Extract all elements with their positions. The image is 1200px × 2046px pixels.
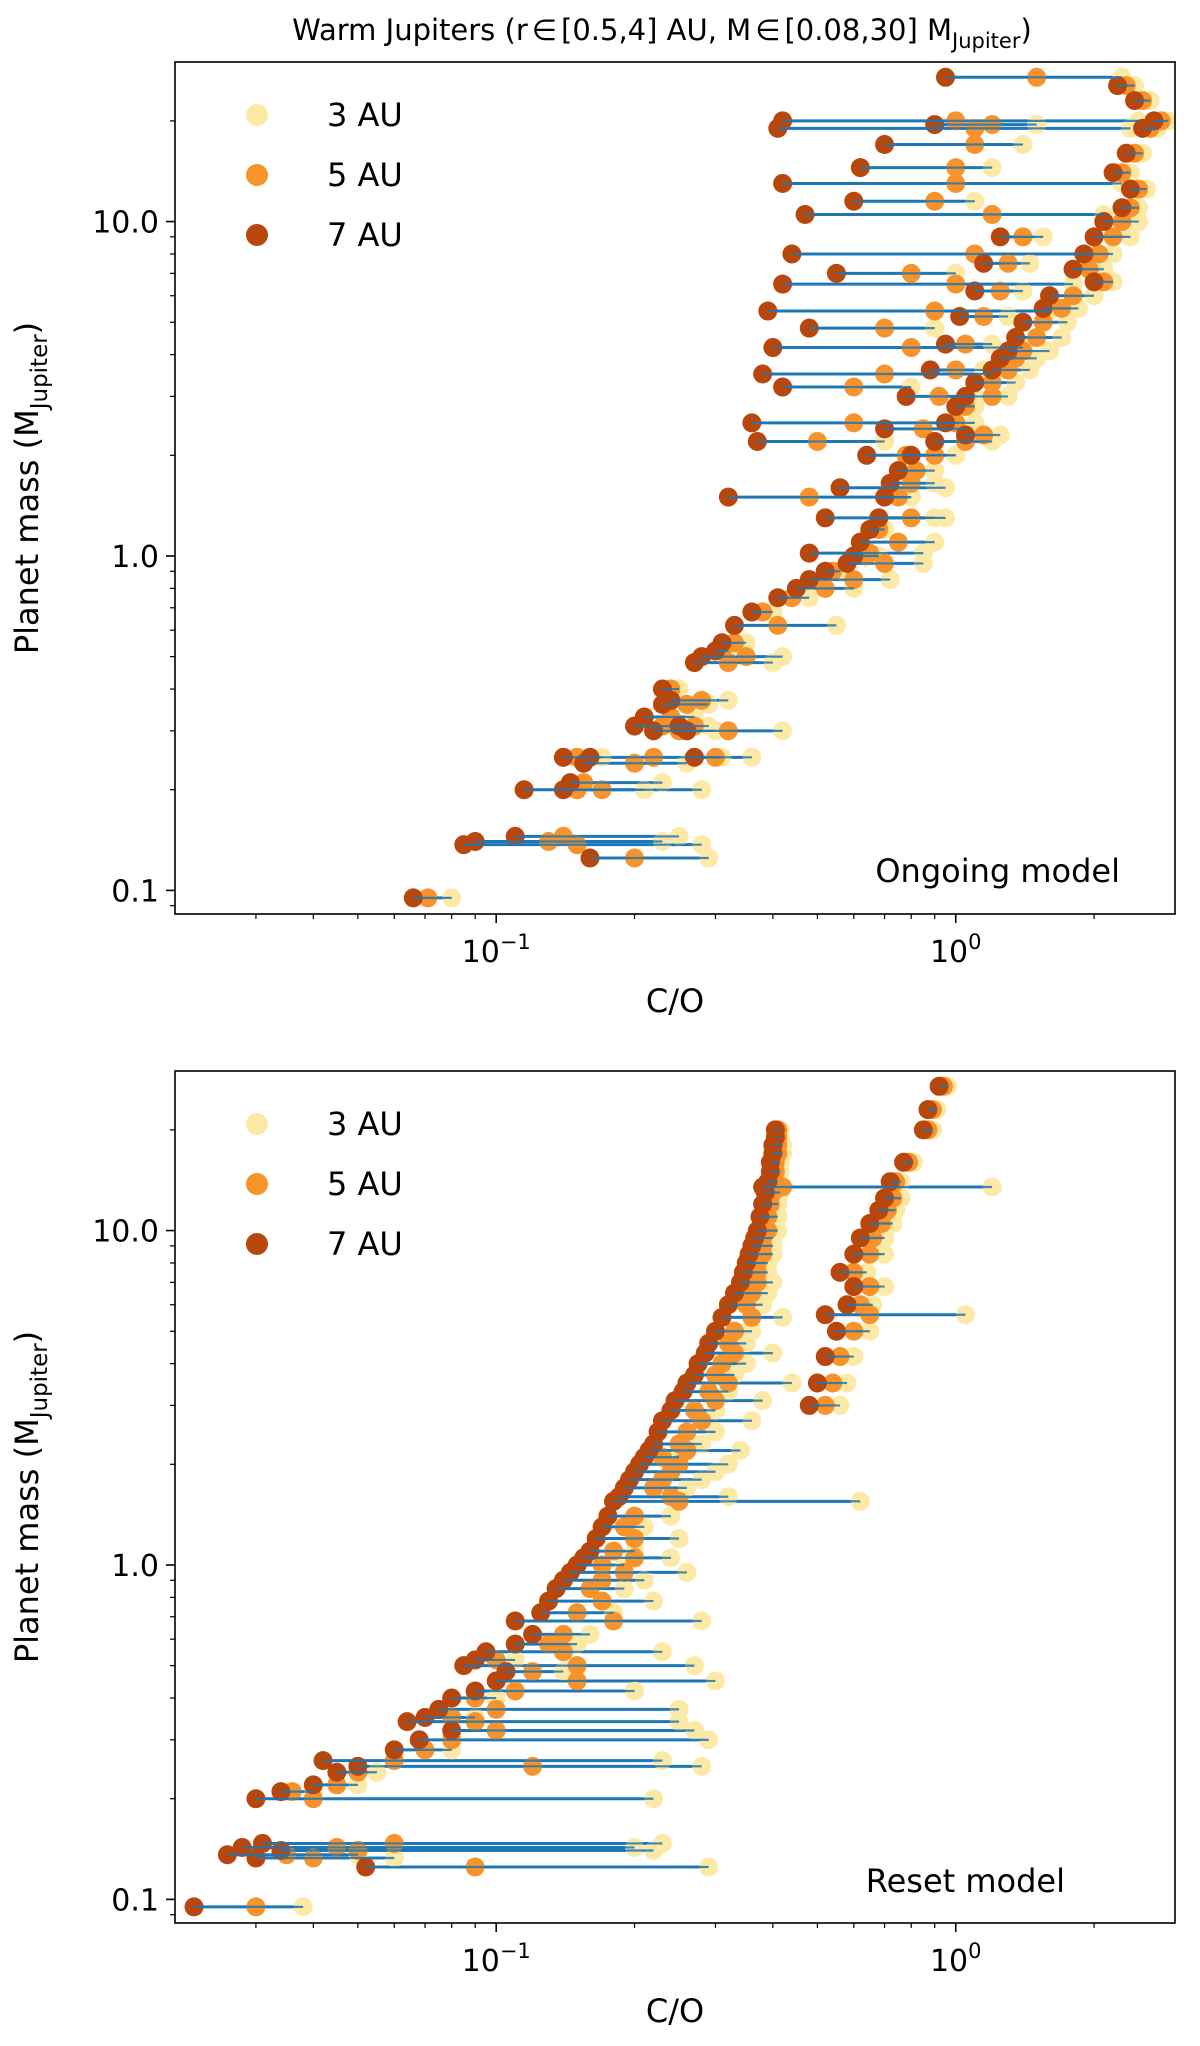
figure-title-range-r: [0.5,4] AU, M xyxy=(561,13,751,47)
bottom-clipped-marks xyxy=(184,1076,1002,1917)
bottom-xtick-label-0: 10−1 xyxy=(462,1939,531,1979)
figure-title: Warm Jupiters (r ∈ [0.5,4] AU, M ∈ [0.08,30]… xyxy=(292,13,1032,53)
top-panel: 0.1 1.0 10.0 10−1 100 Ongoing model C/O Plan… xyxy=(8,61,1176,1020)
top-xlabel: C/O xyxy=(646,982,704,1020)
bottom-plot-frame xyxy=(174,1070,1176,1924)
bottom-ytick-label-0: 0.1 xyxy=(111,1883,159,1918)
top-ylabel-main: Planet mass (M xyxy=(8,409,46,654)
figure-title-element-of-2: ∈ xyxy=(755,13,780,47)
bottom-ylabel-close: ) xyxy=(8,1331,46,1343)
bottom-legend-marker-7au xyxy=(246,1233,268,1255)
top-axes: 0.1 1.0 10.0 10−1 100 xyxy=(92,120,1095,970)
figure-title-element-of: ∈ xyxy=(532,13,557,47)
top-ytick-label-2: 10.0 xyxy=(92,206,159,241)
top-legend: 3 AU 5 AU 7 AU xyxy=(246,96,403,254)
figure-title-subscript: Jupiter xyxy=(950,29,1021,53)
top-clipped-marks xyxy=(403,67,1175,908)
top-ylabel-sub: Jupiter xyxy=(27,334,53,412)
top-legend-label-3au: 3 AU xyxy=(327,96,403,134)
top-ylabel-close: ) xyxy=(8,322,46,334)
top-annotation: Ongoing model xyxy=(875,852,1120,890)
top-xtick-label-0: 10−1 xyxy=(462,930,531,970)
bottom-ylabel-main: Planet mass (M xyxy=(8,1418,46,1663)
top-legend-label-7au: 7 AU xyxy=(327,216,403,254)
bottom-legend-label-7au: 7 AU xyxy=(327,1225,403,1263)
top-legend-marker-7au xyxy=(246,224,268,246)
bottom-axes: 0.1 1.0 10.0 10−1 100 xyxy=(92,1129,1095,1979)
top-plot-frame xyxy=(174,61,1176,915)
bottom-xtick-label-1: 100 xyxy=(930,1939,982,1979)
top-legend-label-5au: 5 AU xyxy=(327,156,403,194)
bottom-ylabel: Planet mass (MJupiter) xyxy=(8,1331,53,1663)
bottom-panel: 0.1 1.0 10.0 10−1 100 Reset model C/O Planet… xyxy=(8,1070,1176,2030)
bottom-xlabel: C/O xyxy=(646,1992,704,2030)
bottom-legend-label-3au: 3 AU xyxy=(327,1105,403,1143)
figure-title-prefix: Warm Jupiters (r xyxy=(292,13,528,47)
bottom-legend-label-5au: 5 AU xyxy=(327,1165,403,1203)
bottom-legend-marker-3au xyxy=(246,1113,268,1135)
bottom-annotation: Reset model xyxy=(866,1862,1065,1900)
top-legend-marker-3au xyxy=(246,104,268,126)
bottom-legend: 3 AU 5 AU 7 AU xyxy=(246,1105,403,1263)
top-ylabel: Planet mass (MJupiter) xyxy=(8,322,53,654)
top-ytick-label-1: 1.0 xyxy=(111,540,159,575)
bottom-plot-marks xyxy=(184,1076,1002,1917)
top-plot-marks xyxy=(403,67,1175,908)
bottom-ylabel-sub: Jupiter xyxy=(27,1343,53,1421)
figure-title-range-m: [0.08,30] M xyxy=(784,13,952,47)
figure-title-suffix: ) xyxy=(1020,13,1031,47)
top-ytick-label-0: 0.1 xyxy=(111,874,159,909)
bottom-legend-marker-5au xyxy=(246,1173,268,1195)
bottom-ytick-label-1: 1.0 xyxy=(111,1549,159,1584)
bottom-ytick-label-2: 10.0 xyxy=(92,1215,159,1250)
top-legend-marker-5au xyxy=(246,164,268,186)
bottom-point-7au-22 xyxy=(496,1662,516,1682)
top-xtick-label-1: 100 xyxy=(930,930,982,970)
